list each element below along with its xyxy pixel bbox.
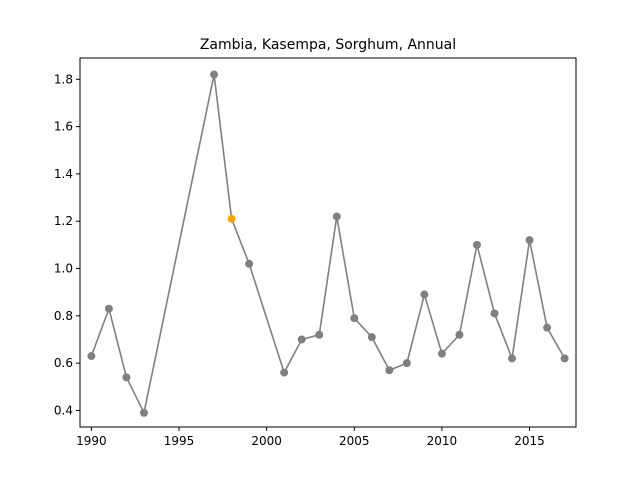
y-tick-label: 1.0 <box>54 262 73 276</box>
data-series <box>87 70 569 417</box>
data-point <box>87 352 96 361</box>
data-point <box>525 236 534 245</box>
data-point <box>139 408 148 417</box>
data-point <box>367 333 376 342</box>
x-tick-label: 1990 <box>76 434 107 448</box>
x-tick-label: 2010 <box>427 434 458 448</box>
data-point <box>332 212 341 221</box>
axis-ticks: 1990 1995 2000 2005 2010 2015 0.4 0.6 0.8 1.0 1.2 1… <box>54 72 545 448</box>
data-point <box>420 290 429 299</box>
y-tick-label: 1.2 <box>54 214 73 228</box>
data-point <box>455 330 464 339</box>
data-point <box>490 309 499 318</box>
data-point <box>297 335 306 344</box>
series-line <box>90 73 566 414</box>
data-point <box>104 304 113 313</box>
data-point <box>385 366 394 375</box>
y-tick-label: 0.8 <box>54 309 73 323</box>
data-point <box>508 354 517 363</box>
data-point <box>543 323 552 332</box>
y-tick-label: 1.4 <box>54 167 73 181</box>
data-point <box>280 368 289 377</box>
highlighted-data-point <box>227 214 236 223</box>
y-tick-label: 0.6 <box>54 356 73 370</box>
x-tick-label: 2015 <box>514 434 545 448</box>
y-tick-label: 1.6 <box>54 120 73 134</box>
data-point <box>350 314 359 323</box>
data-point <box>472 240 481 249</box>
y-tick-label: 0.4 <box>54 403 73 417</box>
chart-title: Zambia, Kasempa, Sorghum, Annual <box>200 37 456 53</box>
x-tick-label: 1995 <box>164 434 195 448</box>
data-point <box>402 359 411 368</box>
data-point <box>437 349 446 358</box>
y-tick-label: 1.8 <box>54 72 73 86</box>
x-tick-label: 2000 <box>251 434 282 448</box>
x-tick-label: 2005 <box>339 434 370 448</box>
data-point <box>122 373 131 382</box>
data-point <box>210 70 219 79</box>
data-point <box>315 330 324 339</box>
data-point <box>245 259 254 268</box>
plot-frame <box>79 57 577 428</box>
data-point <box>560 354 569 363</box>
